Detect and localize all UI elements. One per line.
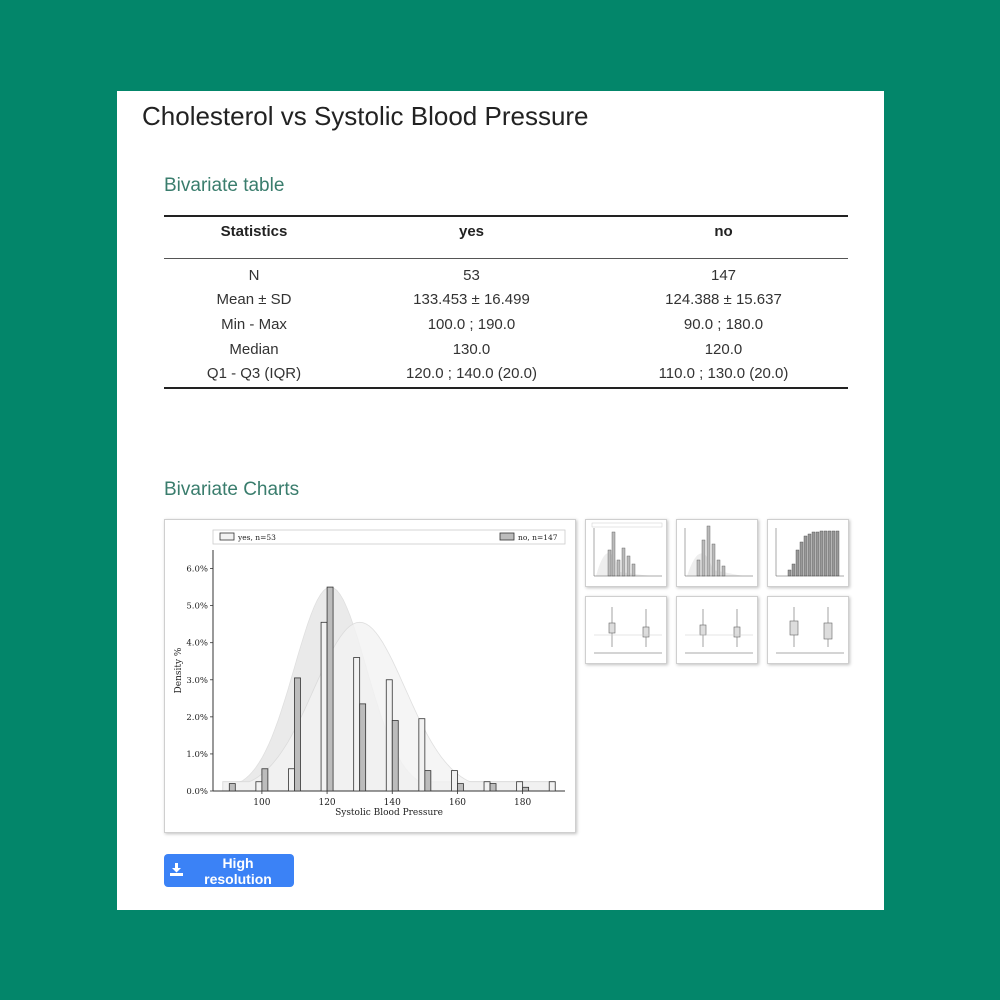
thumb-cumulative-icon: [775, 528, 844, 577]
bar-yes: [516, 781, 524, 792]
thumbnail-chart-1[interactable]: [585, 519, 667, 587]
bivariate-table: Statistics yes no N 53 147 Mean ± SD 133…: [164, 215, 848, 389]
bar-yes: [320, 621, 328, 792]
thumb-histogram-icon: [684, 525, 753, 577]
bar-yes: [288, 768, 295, 792]
histogram-chart: 0.0% 1.0% 2.0% 3.0% 4.0% 5.0% 6.0% 100 120 140 160…: [174, 529, 566, 818]
bar-no: [294, 677, 301, 792]
y-axis-label: Density %: [174, 647, 184, 693]
high-resolution-label: High resolution: [204, 854, 272, 887]
legend-box: [212, 529, 566, 545]
cell-no: 90.0 ; 180.0: [683, 315, 764, 333]
y-tick-label: 5.0%: [186, 602, 208, 612]
thumbnail-chart-2[interactable]: [676, 519, 758, 587]
bar-yes: [483, 781, 491, 792]
thumb-boxplot-icon: [685, 609, 753, 654]
table-row: Q1 - Q3 (IQR) 120.0 ; 140.0 (20.0) 110.0…: [164, 361, 848, 389]
row-label: Median: [229, 340, 279, 358]
table-row: Median 130.0 120.0: [164, 337, 848, 362]
header-no: no: [599, 215, 848, 259]
bar-no: [326, 586, 334, 792]
thumb-histogram-icon: [591, 522, 663, 577]
legend-swatch-no: [499, 532, 515, 541]
bar-yes: [548, 781, 556, 792]
bar-no: [489, 783, 497, 792]
cell-yes: 133.453 ± 16.499: [413, 291, 530, 309]
header-statistics: Statistics: [164, 215, 344, 259]
cell-yes: 100.0 ; 190.0: [427, 315, 516, 333]
bar-no: [522, 786, 530, 792]
row-label: Min - Max: [221, 315, 287, 333]
bivariate-table-title: Bivariate table: [164, 175, 285, 196]
thumbnail-chart-5[interactable]: [676, 596, 758, 664]
y-tick-label: 2.0%: [186, 713, 208, 723]
y-tick-label: 6.0%: [186, 565, 208, 575]
legend-swatch-yes: [219, 532, 235, 541]
bar-no: [457, 783, 464, 792]
x-tick-label: 140: [384, 798, 401, 808]
x-tick-label: 100: [253, 798, 270, 808]
cell-yes: 53: [463, 266, 480, 284]
report-panel: Cholesterol vs Systolic Blood Pressure B…: [117, 91, 884, 910]
download-icon: [170, 862, 183, 879]
thumb-boxplot-icon: [776, 607, 844, 654]
bar-no: [391, 720, 399, 792]
x-tick-label: 120: [318, 798, 335, 808]
bar-no: [359, 703, 367, 792]
bar-no: [261, 768, 269, 792]
y-tick-label: 3.0%: [186, 676, 208, 686]
y-tick-label: 4.0%: [186, 639, 208, 649]
row-label: Mean ± SD: [216, 291, 292, 309]
table-row: N 53 147: [164, 259, 848, 288]
bar-no: [424, 770, 432, 792]
cell-yes: 130.0: [452, 340, 491, 358]
cell-no: 147: [710, 266, 737, 284]
thumb-boxplot-icon: [594, 607, 662, 654]
x-axis-label: Systolic Blood Pressure: [335, 808, 443, 818]
x-tick-label: 180: [514, 798, 531, 808]
main-chart[interactable]: 0.0% 1.0% 2.0% 3.0% 4.0% 5.0% 6.0% 100 120 140 160…: [164, 519, 576, 833]
page-title: Cholesterol vs Systolic Blood Pressure: [142, 101, 589, 131]
legend-label-yes: yes, n=53: [237, 533, 276, 542]
bar-yes: [418, 718, 426, 792]
bar-yes: [255, 781, 263, 792]
table-row: Mean ± SD 133.453 ± 16.499 124.388 ± 15.…: [164, 288, 848, 313]
thumbnail-chart-6[interactable]: [767, 596, 849, 664]
x-tick-label: 160: [449, 798, 466, 808]
row-label: Q1 - Q3 (IQR): [164, 361, 344, 389]
table-row: Min - Max 100.0 ; 190.0 90.0 ; 180.0: [164, 312, 848, 337]
row-label: N: [248, 266, 260, 284]
bar-yes: [451, 770, 458, 792]
bar-no: [228, 783, 236, 792]
bar-yes: [353, 657, 361, 792]
legend-label-no: no, n=147: [518, 533, 558, 542]
cell-no: 120.0: [704, 340, 743, 358]
y-tick-label: 1.0%: [186, 750, 208, 760]
y-tick-label: 0.0%: [186, 787, 208, 797]
cell-no: 110.0 ; 130.0 (20.0): [599, 361, 848, 389]
bivariate-charts-title: Bivariate Charts: [164, 479, 300, 500]
bar-yes: [385, 679, 393, 792]
thumbnail-chart-3[interactable]: [767, 519, 849, 587]
cell-yes: 120.0 ; 140.0 (20.0): [344, 361, 599, 389]
cell-no: 124.388 ± 15.637: [665, 291, 782, 309]
thumbnail-chart-4[interactable]: [585, 596, 667, 664]
table-header-row: Statistics yes no: [164, 215, 848, 259]
header-yes: yes: [344, 215, 599, 259]
high-resolution-button[interactable]: High resolution: [164, 854, 294, 887]
